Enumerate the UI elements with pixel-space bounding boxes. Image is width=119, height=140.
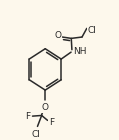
Text: F: F bbox=[25, 112, 30, 121]
Text: O: O bbox=[54, 32, 61, 40]
Text: F: F bbox=[49, 118, 54, 127]
Text: NH: NH bbox=[73, 47, 87, 56]
Text: Cl: Cl bbox=[32, 130, 40, 139]
Text: Cl: Cl bbox=[87, 26, 96, 35]
Text: O: O bbox=[42, 103, 49, 112]
